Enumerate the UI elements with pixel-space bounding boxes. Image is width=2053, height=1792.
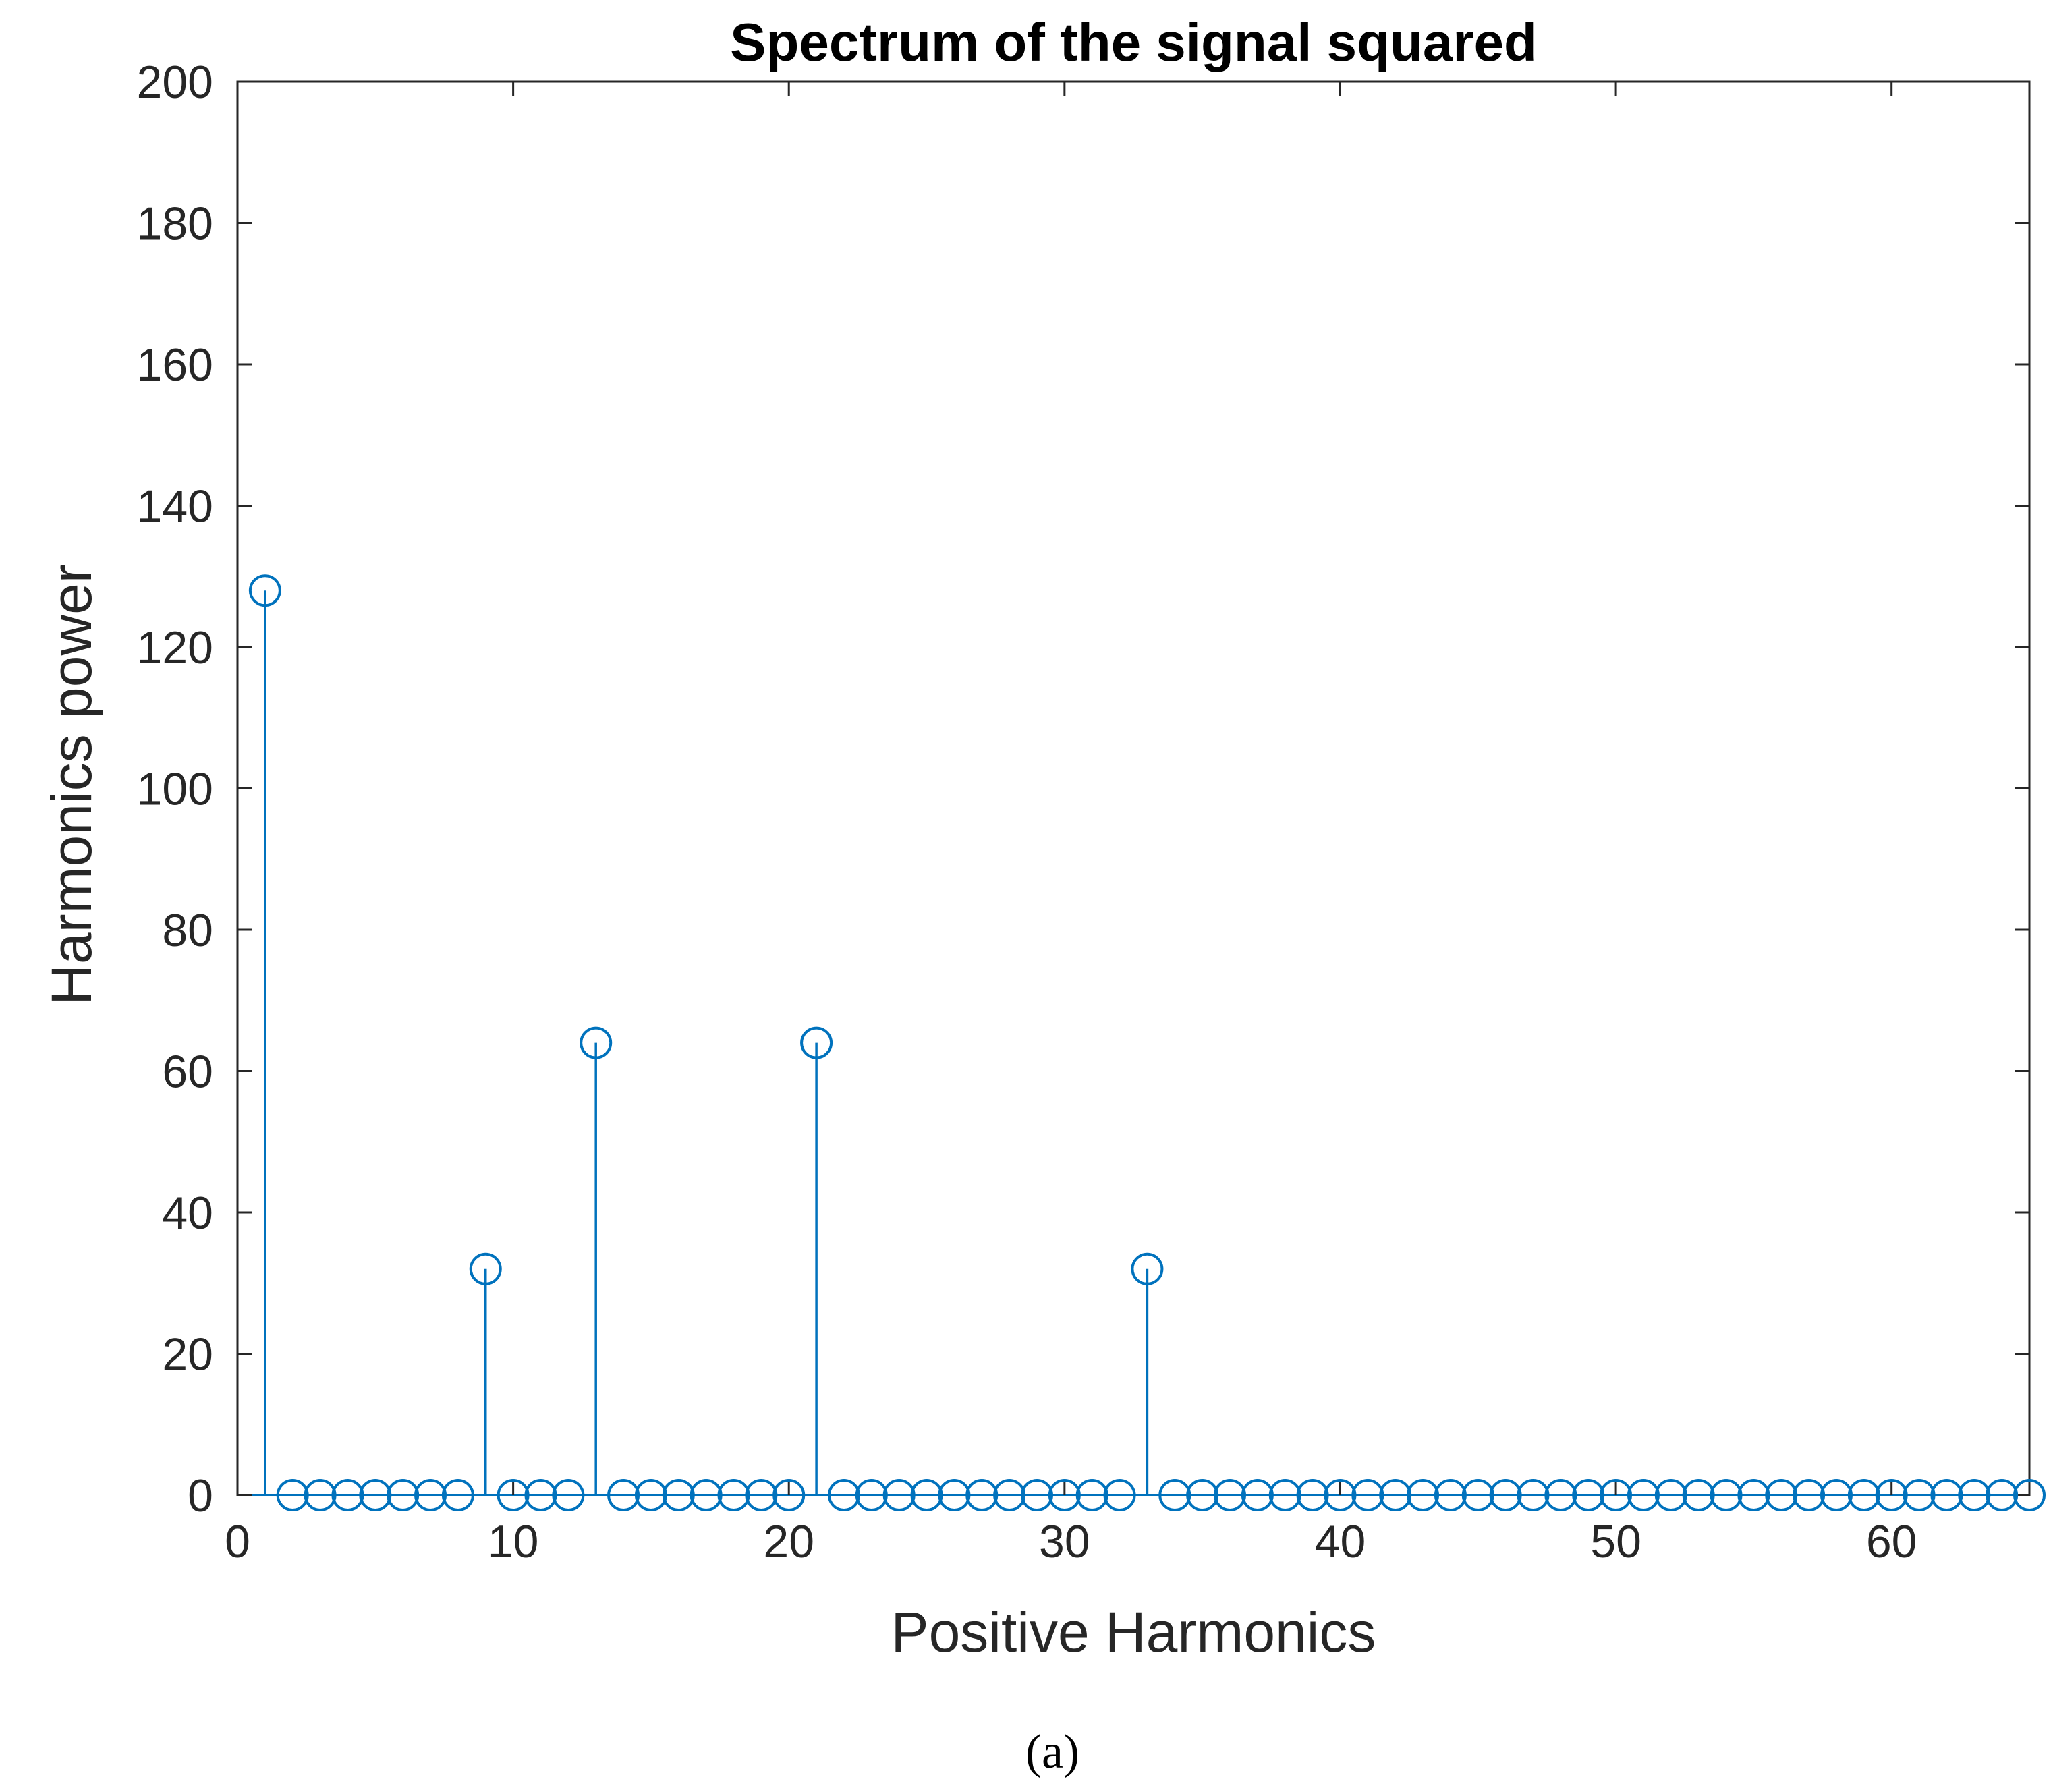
stem-marker [910,1479,943,1511]
stem-marker [1710,1479,1743,1511]
stem-marker [1544,1479,1577,1511]
stem-marker [1434,1479,1467,1511]
stem-marker [662,1479,695,1511]
stem-marker [827,1479,860,1511]
stem-marker [800,1026,833,1059]
stem-marker [1461,1479,1494,1511]
stem-marker [1048,1479,1081,1511]
stem-marker [882,1479,916,1511]
chart-title: Spectrum of the signal squared [730,12,1537,72]
stem-marker [993,1479,1026,1511]
stem-marker [1379,1479,1412,1511]
stem-marker [1020,1479,1053,1511]
stem-marker [276,1479,309,1511]
stem-marker [1351,1479,1384,1511]
stem-marker [1903,1479,1936,1511]
stem-marker [1654,1479,1687,1511]
stem-marker [965,1479,999,1511]
stem-marker [1517,1479,1550,1511]
y-tick-label: 180 [137,198,213,250]
stem-marker [1489,1479,1522,1511]
stem-marker [1407,1479,1440,1511]
stem-marker [1324,1479,1357,1511]
stem-marker [1186,1479,1219,1511]
y-tick-label: 40 [162,1187,213,1239]
plot-area: 0 10 20 30 40 50 60 0 20 40 60 80 100 120 140 160 180 200 [137,57,2046,1567]
stem-marker [634,1479,667,1511]
stem-marker [469,1252,502,1285]
stem-marker [1958,1479,1991,1511]
y-tick-label: 200 [137,57,213,108]
stem-marker [690,1479,723,1511]
x-tick-label: 10 [488,1516,539,1567]
y-tick-label: 20 [162,1329,213,1380]
stem-marker [1103,1479,1136,1511]
stem-marker [1572,1479,1605,1511]
stem-marker [1627,1479,1660,1511]
stem-marker [580,1026,613,1059]
stem-marker [1600,1479,1633,1511]
stem-marker [855,1479,888,1511]
stem-marker [524,1479,557,1511]
stem-marker [1820,1479,1853,1511]
y-axis-label: Harmonics power [40,564,103,1005]
stem-marker [414,1479,447,1511]
y-tick-label: 100 [137,764,213,815]
y-tick-label: 120 [137,622,213,673]
stem-marker [1131,1252,1164,1285]
y-tick-label: 160 [137,339,213,391]
x-tick-label: 30 [1039,1516,1090,1567]
stem-marker [1268,1479,1301,1511]
stem-marker [1737,1479,1770,1511]
stem-marker [1214,1479,1247,1511]
stem-marker [1158,1479,1191,1511]
stem-marker [1875,1479,1908,1511]
y-tick-label: 0 [188,1470,213,1521]
x-tick-label: 0 [225,1516,250,1567]
stem-marker [1847,1479,1880,1511]
stem-marker [1765,1479,1798,1511]
stem-marker [1793,1479,1826,1511]
y-tick-label: 140 [137,481,213,532]
stem-marker [1075,1479,1108,1511]
stem-marker [717,1479,750,1511]
stem-marker [497,1479,530,1511]
stem-marker [331,1479,364,1511]
y-tick-label: 60 [162,1046,213,1098]
stem-marker [304,1479,337,1511]
stem-marker [938,1479,971,1511]
x-tick-label: 50 [1590,1516,1641,1567]
stem-marker [772,1479,806,1511]
x-tick-label: 60 [1866,1516,1917,1567]
stem-marker [387,1479,420,1511]
x-tick-label: 20 [763,1516,814,1567]
x-axis-label: Positive Harmonics [891,1600,1376,1664]
stem-marker [1296,1479,1329,1511]
stem-marker [745,1479,778,1511]
stem-marker [1241,1479,1274,1511]
x-tick-label: 40 [1315,1516,1366,1567]
stem-marker [441,1479,474,1511]
stem-marker [607,1479,640,1511]
stem-marker [359,1479,392,1511]
stem-marker [1682,1479,1715,1511]
stem-marker [552,1479,585,1511]
stem-marker [2013,1479,2046,1511]
y-tick-label: 80 [162,905,213,956]
stem-marker [1930,1479,1963,1511]
panel-label: (a) [1025,1725,1079,1779]
stem-marker [1986,1479,2019,1511]
stem-marker [248,574,281,607]
